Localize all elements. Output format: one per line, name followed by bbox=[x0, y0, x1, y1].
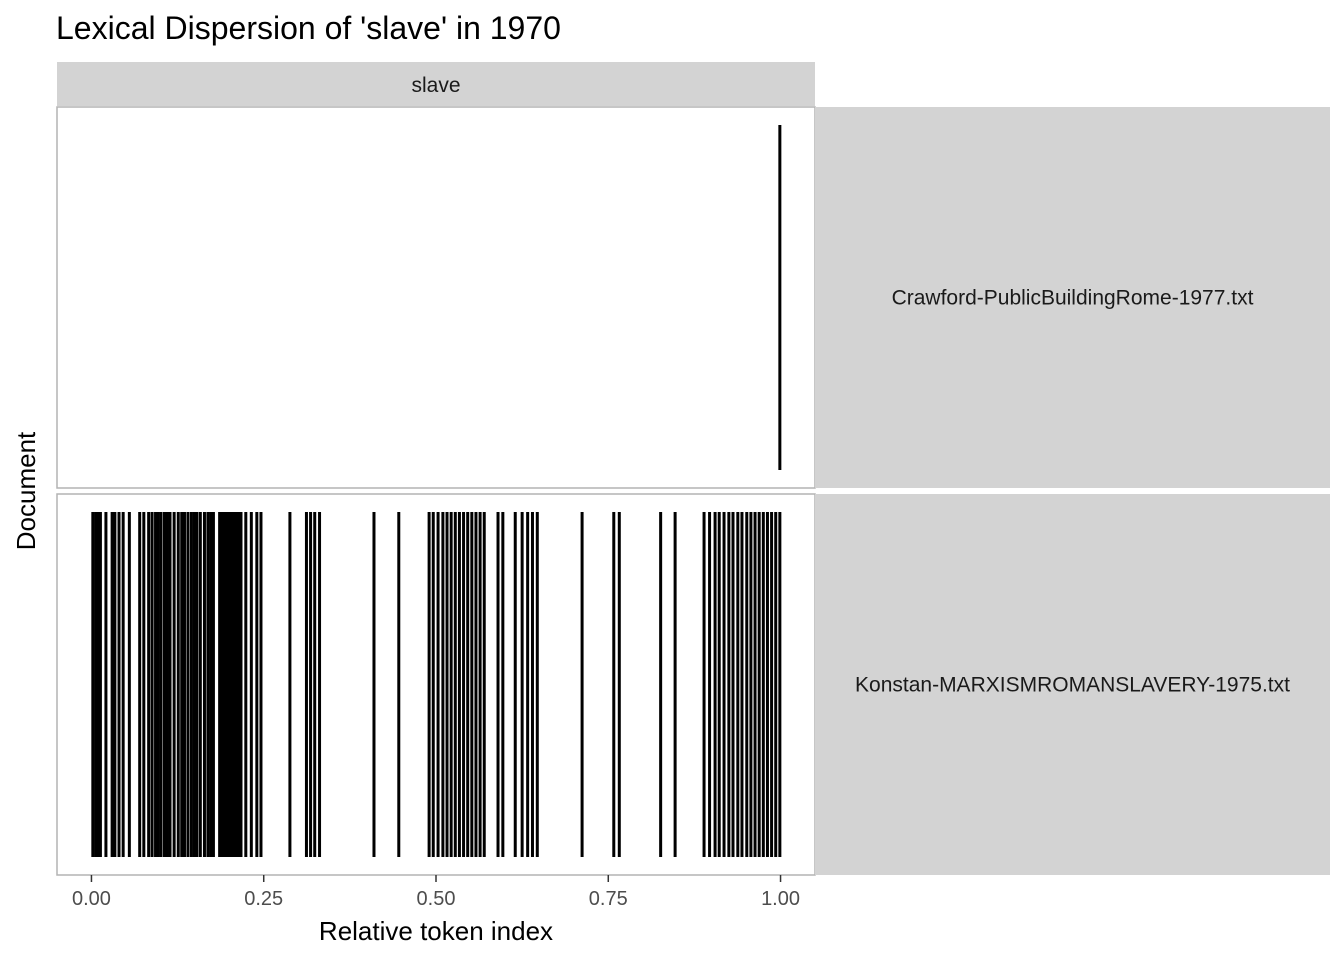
x-tick-label: 0.00 bbox=[72, 888, 111, 910]
panel-border bbox=[56, 106, 816, 489]
x-tick-label: 0.50 bbox=[417, 888, 456, 910]
y-axis-title: Document bbox=[11, 431, 41, 550]
panel-2: Konstan-MARXISMROMANSLAVERY-1975.txt bbox=[56, 493, 1330, 876]
x-tick-label: 1.00 bbox=[761, 888, 800, 910]
document-label: Crawford-PublicBuildingRome-1977.txt bbox=[892, 287, 1254, 310]
facet-strip-top bbox=[57, 62, 815, 106]
x-axis-title: Relative token index bbox=[319, 916, 553, 946]
chart-title: Lexical Dispersion of 'slave' in 1970 bbox=[56, 10, 561, 46]
panels-group: Crawford-PublicBuildingRome-1977.txt Kons… bbox=[56, 106, 1330, 876]
x-tick-label: 0.75 bbox=[589, 888, 628, 910]
x-axis: 0.00 0.25 0.50 0.75 1.00 bbox=[72, 875, 800, 910]
facet-strip-label: slave bbox=[411, 74, 460, 97]
document-strip bbox=[815, 107, 1330, 488]
x-tick-label: 0.25 bbox=[244, 888, 283, 910]
document-strip bbox=[815, 494, 1330, 875]
panel-1: Crawford-PublicBuildingRome-1977.txt bbox=[56, 106, 1330, 489]
document-label: Konstan-MARXISMROMANSLAVERY-1975.txt bbox=[855, 674, 1290, 697]
